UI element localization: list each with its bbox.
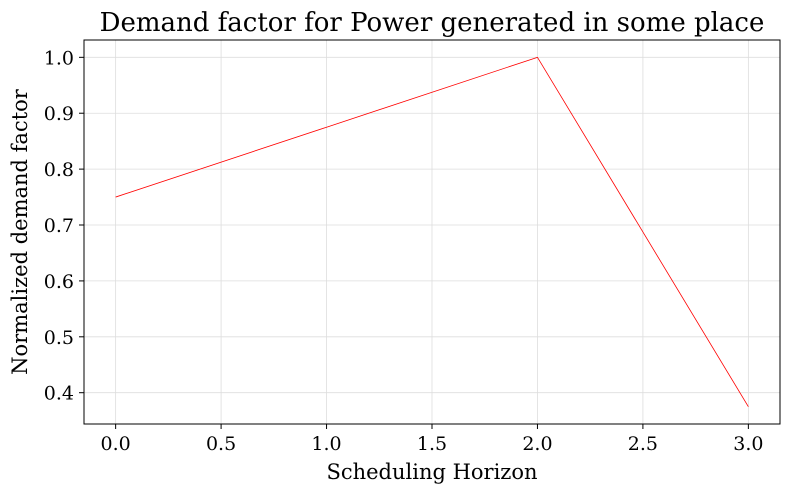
grid	[84, 40, 780, 424]
series-group	[115, 56, 749, 407]
chart-title: Demand factor for Power generated in som…	[100, 8, 765, 38]
y-tick-label: 1.0	[44, 47, 74, 69]
y-tick-label: 0.6	[44, 271, 74, 293]
y-axis-label: Normalized demand factor	[8, 88, 32, 375]
y-tick-label: 0.7	[44, 215, 74, 237]
axis-ticks: 0.0 0.5 1.0 1.5 2.0 2.5 3.0 0.4 0.5 0.6 0.7 0.8 0.9 1…	[44, 47, 764, 455]
y-tick-label: 0.4	[44, 383, 74, 405]
x-tick-label: 2.5	[628, 433, 658, 455]
x-tick-label: 1.0	[311, 433, 341, 455]
x-tick-label: 3.0	[733, 433, 763, 455]
y-tick-label: 0.5	[44, 327, 74, 349]
x-axis-label: Scheduling Horizon	[326, 460, 537, 484]
plot-frame	[83, 39, 781, 425]
series-line	[115, 56, 749, 407]
x-tick-label: 2.0	[522, 433, 552, 455]
y-tick-label: 0.8	[44, 159, 74, 181]
x-tick-label: 0.0	[101, 433, 131, 455]
y-tick-label: 0.9	[44, 103, 74, 125]
x-tick-label: 1.5	[417, 433, 447, 455]
x-tick-label: 0.5	[206, 433, 236, 455]
